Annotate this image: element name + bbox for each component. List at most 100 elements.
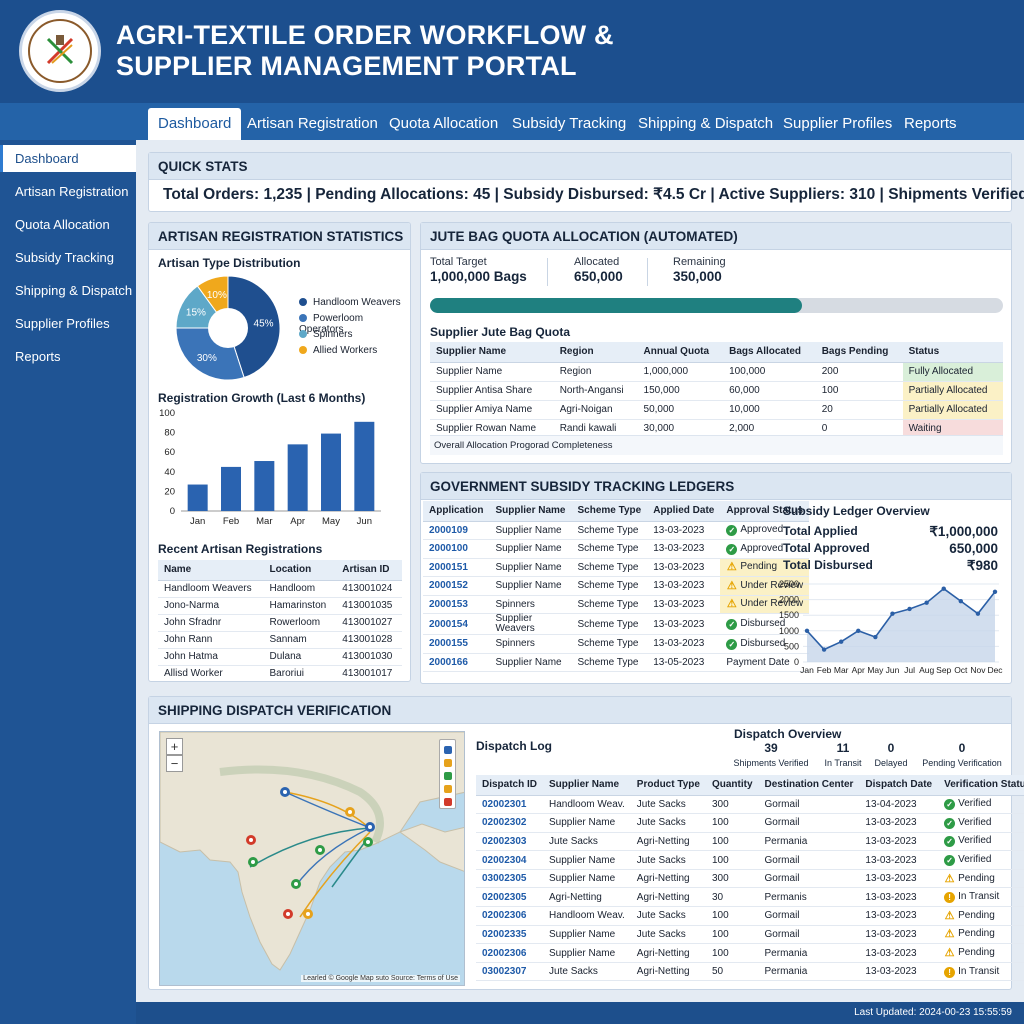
supplier-quota-table: Supplier Name Region Annual Quota Bags A…: [430, 342, 1003, 439]
table-row[interactable]: Supplier Name Region 1,000,000 100,000 200 Fu…: [430, 362, 1003, 382]
application-id-link[interactable]: 2000153: [423, 595, 490, 614]
map-pin-icon[interactable]: [363, 837, 373, 847]
artisan-location: Dulana: [263, 648, 337, 666]
map-pin-icon[interactable]: [291, 879, 301, 889]
table-row[interactable]: Jono-Narma Hamarinston 413001035: [158, 597, 402, 615]
dispatch-id-link[interactable]: 02002305: [476, 887, 544, 908]
recent-registrations-title: Recent Artisan Registrations: [158, 542, 323, 556]
verification-status: ✓ Verified: [938, 832, 1024, 852]
y-tick-label: 500: [784, 641, 799, 651]
tab-artisan-registration[interactable]: Artisan Registration: [247, 115, 378, 132]
dispatch-map[interactable]: + − Learled © Google Map suto Source: Te…: [159, 731, 465, 986]
table-row[interactable]: John Sfradnr Rowerloom 413001027: [158, 614, 402, 632]
map-pin-icon[interactable]: [280, 787, 290, 797]
table-row[interactable]: 02002306 Supplier Name Agri-Netting 100 Perm…: [476, 943, 1024, 963]
supplier-name: Supplier Name: [543, 850, 631, 870]
table-row[interactable]: John Hatma Dulana 413001030: [158, 648, 402, 666]
tab-supplier-profiles[interactable]: Supplier Profiles: [783, 115, 893, 132]
application-id-link[interactable]: 2000151: [423, 558, 490, 577]
dispatch-id-link[interactable]: 02002303: [476, 832, 544, 852]
table-row[interactable]: 02002302 Supplier Name Jute Sacks 100 Gormai…: [476, 813, 1024, 833]
tab-subsidy-tracking[interactable]: Subsidy Tracking: [512, 115, 627, 132]
destination-center: Permania: [758, 962, 860, 982]
tab-reports[interactable]: Reports: [904, 115, 957, 132]
table-row[interactable]: Supplier Amiya Name Agri-Noigan 50,000 10,0…: [430, 400, 1003, 420]
sidebar-item-dashboard[interactable]: Dashboard: [0, 145, 136, 172]
col-location: Location: [263, 560, 337, 581]
allocation-progress-bar: [430, 298, 1003, 313]
application-id-link[interactable]: 2000100: [423, 539, 490, 559]
sidebar-item-reports[interactable]: Reports: [15, 349, 61, 364]
table-row[interactable]: 02002335 Supplier Name Jute Sacks 100 Gormai…: [476, 925, 1024, 945]
dispatch-id-link[interactable]: 03002305: [476, 869, 544, 889]
table-row[interactable]: 02002303 Jute Sacks Agri-Netting 100 Permani…: [476, 832, 1024, 852]
application-id-link[interactable]: 2000109: [423, 521, 490, 540]
sidebar-item-subsidy-tracking[interactable]: Subsidy Tracking: [15, 250, 114, 265]
dispatch-id-link[interactable]: 02002304: [476, 850, 544, 870]
map-pin-icon[interactable]: [315, 845, 325, 855]
quota-panel: JUTE BAG QUOTA ALLOCATION (AUTOMATED) To…: [420, 222, 1012, 464]
table-row[interactable]: Allisd Worker Baroriui 413001017: [158, 665, 402, 681]
table-row[interactable]: 02002306 Handloom Weav. Jute Sacks 100 Gorma…: [476, 906, 1024, 926]
table-row[interactable]: Supplier Antisa Share North-Angansi 150,00…: [430, 381, 1003, 401]
map-pin-icon[interactable]: [283, 909, 293, 919]
tab-shipping-dispatch[interactable]: Shipping & Dispatch: [638, 115, 774, 132]
check-circle-icon: ✓: [726, 638, 738, 650]
map-canvas: [160, 732, 464, 971]
sidebar-item-quota-allocation[interactable]: Quota Allocation: [15, 217, 110, 232]
data-point: [924, 600, 929, 605]
sidebar-item-supplier-profiles[interactable]: Supplier Profiles: [15, 316, 110, 331]
sidebar-item-shipping-dispatch[interactable]: Shipping & Dispatch: [15, 283, 133, 298]
table-row[interactable]: 2000155 Spinners Scheme Type 13-03-2023 ✓ Dis…: [423, 634, 810, 654]
table-row[interactable]: 2000100 Supplier Name Scheme Type 13-03-202…: [423, 539, 810, 559]
dispatch-date: 13-03-2023: [859, 813, 939, 833]
map-layer-legend[interactable]: [439, 739, 456, 809]
tab-dashboard[interactable]: Dashboard: [148, 108, 242, 140]
table-row[interactable]: John Rann Sannam 413001028: [158, 631, 402, 649]
quantity: 100: [705, 943, 759, 963]
table-row[interactable]: 2000153 Spinners Scheme Type 13-03-2023 ⚠ Und…: [423, 595, 810, 614]
zoom-in-button[interactable]: +: [166, 738, 183, 755]
map-credit: Learled © Google Map suto Source: Terms …: [301, 975, 460, 982]
dispatch-id-link[interactable]: 03002307: [476, 962, 544, 982]
table-row[interactable]: 2000166 Supplier Name Scheme Type 13-05-202…: [423, 653, 810, 672]
dispatch-id-link[interactable]: 02002302: [476, 813, 544, 833]
dispatch-id-link[interactable]: 02002335: [476, 925, 544, 945]
application-id-link[interactable]: 2000152: [423, 576, 490, 596]
table-row[interactable]: 02002304 Supplier Name Jute Sacks 100 Gormai…: [476, 850, 1024, 870]
x-tick-label: Mar: [834, 665, 849, 675]
subsidy-panel: GOVERNMENT SUBSIDY TRACKING LEDGERS Appl…: [420, 472, 1012, 684]
check-circle-icon: ✓: [944, 855, 956, 867]
dispatch-id-link[interactable]: 02002301: [476, 795, 544, 815]
table-row[interactable]: 02002305 Agri-Netting Agri-Netting 30 Perman…: [476, 887, 1024, 908]
zoom-out-button[interactable]: −: [166, 755, 183, 772]
table-row[interactable]: Handloom Weavers Handloom 413001024: [158, 580, 402, 598]
map-pin-icon[interactable]: [248, 857, 258, 867]
dispatch-id-link[interactable]: 02002306: [476, 906, 544, 926]
application-id-link[interactable]: 2000155: [423, 634, 490, 654]
table-row[interactable]: 2000154 Supplier Weavers Scheme Type 13-03-…: [423, 613, 810, 635]
map-pin-icon[interactable]: [365, 822, 375, 832]
table-row[interactable]: 2000151 Supplier Name Scheme Type 13-03-202…: [423, 558, 810, 577]
y-tick-label: 60: [164, 447, 175, 458]
table-row[interactable]: 2000152 Supplier Name Scheme Type 13-03-202…: [423, 576, 810, 596]
table-row[interactable]: Supplier Rowan Name Randi kawali 30,000 2,0…: [430, 419, 1003, 439]
product-type: Agri-Netting: [630, 832, 706, 852]
map-pin-icon[interactable]: [303, 909, 313, 919]
table-row[interactable]: 03002305 Supplier Name Agri-Netting 300 Gorm…: [476, 869, 1024, 889]
application-id-link[interactable]: 2000166: [423, 653, 490, 672]
application-id-link[interactable]: 2000154: [423, 613, 490, 635]
tab-quota-allocation[interactable]: Quota Allocation: [389, 115, 499, 132]
map-pin-icon[interactable]: [246, 835, 256, 845]
quota-title: JUTE BAG QUOTA ALLOCATION (AUTOMATED): [421, 223, 1011, 250]
dispatch-id-link[interactable]: 02002306: [476, 943, 544, 963]
last-updated: Last Updated: 2024-00-23 15:55:59: [854, 1007, 1012, 1018]
target-label: Total Target: [430, 256, 487, 268]
table-row[interactable]: 2000109 Supplier Name Scheme Type 13-03-202…: [423, 521, 810, 540]
table-row[interactable]: 03002307 Jute Sacks Agri-Netting 50 Permania…: [476, 962, 1024, 982]
sidebar-item-artisan-registration[interactable]: Artisan Registration: [15, 184, 129, 199]
table-row[interactable]: 02002301 Handloom Weav. Jute Sacks 300 Gorma…: [476, 795, 1024, 815]
artisan-name: Allisd Worker: [158, 665, 264, 681]
scheme-type: Scheme Type: [571, 576, 648, 596]
map-pin-icon[interactable]: [345, 807, 355, 817]
